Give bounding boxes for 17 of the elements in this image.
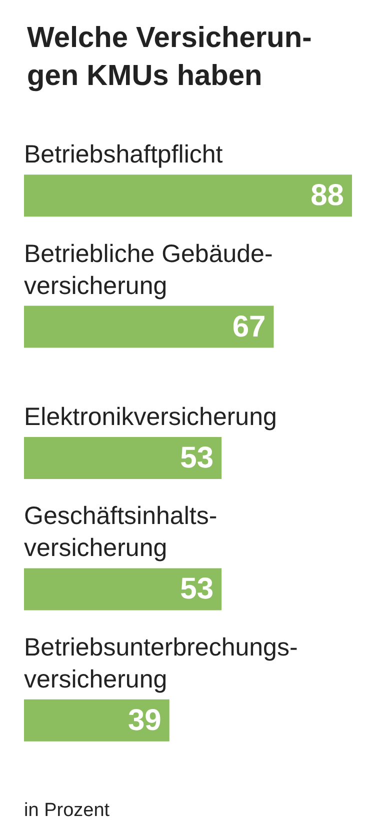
- data-label: 53: [180, 572, 214, 606]
- y-tick-label: Betriebliche Gebäude- versicherung: [24, 240, 273, 300]
- y-tick-label: Geschäftsinhalts- versicherung: [24, 502, 218, 562]
- y-tick-label: Betriebsunterbrechungs- versicherung: [24, 633, 298, 694]
- data-label: 53: [180, 442, 214, 474]
- data-label: 39: [128, 704, 162, 737]
- bar: [24, 306, 274, 348]
- data-label: 88: [310, 179, 344, 212]
- y-tick-label: Betriebshaftpflicht: [24, 140, 223, 169]
- bar: [24, 174, 352, 217]
- text: in Prozent: [24, 800, 110, 821]
- bar: [24, 699, 170, 742]
- y-tick-label: Elektronikversicherung: [24, 403, 277, 431]
- chart-title: Welche Versicherun- gen KMUs haben: [27, 22, 312, 92]
- bar: [24, 568, 222, 610]
- data-label: 67: [232, 310, 266, 344]
- bar: [24, 437, 222, 479]
